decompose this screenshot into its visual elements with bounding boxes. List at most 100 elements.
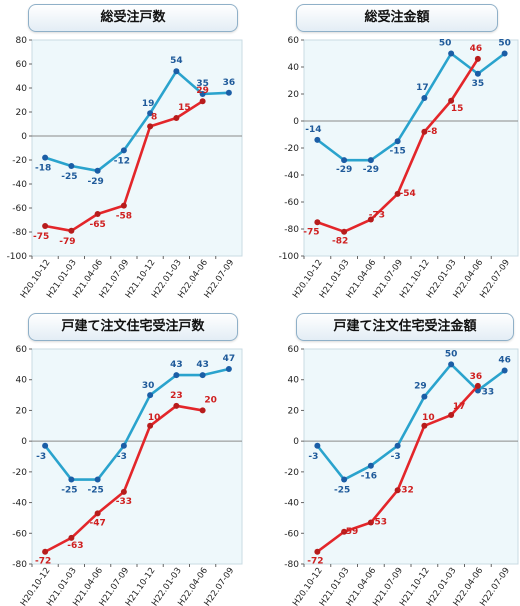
blue-data-label: 33 <box>482 387 495 397</box>
y-tick-label: -40 <box>12 180 27 190</box>
red-data-point <box>42 548 49 555</box>
red-data-point <box>199 98 206 105</box>
blue-series-line <box>316 52 506 162</box>
red-data-label: -33 <box>116 497 132 507</box>
red-data-point <box>341 228 348 235</box>
blue-data-label: 54 <box>170 56 183 66</box>
chart-1-title: 総受注戸数 <box>28 4 238 32</box>
red-data-label: -65 <box>89 220 105 230</box>
red-data-label: 23 <box>170 391 183 401</box>
y-tick-label: 60 <box>288 345 300 355</box>
blue-data-point <box>474 70 481 77</box>
y-tick-label: 0 <box>293 437 299 447</box>
blue-data-label: 43 <box>196 360 209 370</box>
red-data-point <box>147 123 154 130</box>
blue-data-point <box>394 442 401 449</box>
y-tick-label: -60 <box>284 529 299 539</box>
y-tick-label: -60 <box>12 529 27 539</box>
red-data-label: 36 <box>470 372 483 382</box>
blue-data-point <box>147 110 154 117</box>
blue-data-label: 47 <box>223 354 236 364</box>
red-data-point <box>474 382 481 389</box>
blue-data-label: -3 <box>391 452 401 462</box>
blue-data-point <box>68 163 75 169</box>
red-data-point <box>421 128 428 135</box>
red-data-point <box>199 407 206 414</box>
red-data-point <box>94 510 101 517</box>
blue-data-point <box>94 476 101 483</box>
blue-data-label: -29 <box>87 177 103 187</box>
y-tick-label: -80 <box>12 560 27 570</box>
blue-data-label: -29 <box>363 165 379 175</box>
y-tick-label: -60 <box>284 198 299 208</box>
red-data-label: -72 <box>35 557 51 567</box>
blue-data-label: 17 <box>416 83 429 93</box>
red-data-point <box>68 534 75 541</box>
red-data-point <box>314 548 321 555</box>
red-data-label: -8 <box>427 127 437 137</box>
chart-2: -100-80-60-40-200204060H20.10-12H21.01-0… <box>279 36 519 300</box>
blue-data-point <box>367 462 374 469</box>
red-data-label: -47 <box>89 518 105 528</box>
blue-data-label: 29 <box>414 382 427 392</box>
y-tick-label: 40 <box>288 63 300 73</box>
chart-4: -80-60-40-200204060H20.10-12H21.01-03H21… <box>284 345 519 606</box>
blue-data-point <box>42 154 49 161</box>
blue-series-line <box>44 367 230 481</box>
blue-data-label: -18 <box>35 164 51 174</box>
y-tick-label: 20 <box>288 406 300 416</box>
blue-data-point <box>501 367 508 374</box>
blue-series-line <box>44 69 229 173</box>
blue-data-point <box>367 157 374 164</box>
red-data-label: -73 <box>369 211 385 221</box>
blue-data-label: -3 <box>117 452 127 462</box>
blue-data-label: -25 <box>61 486 77 496</box>
chart-1: -100-80-60-40-20020406080H20.10-12H21.01… <box>7 36 243 300</box>
blue-data-point <box>314 136 321 143</box>
blue-data-label: -25 <box>87 486 103 496</box>
red-data-label: 10 <box>148 413 161 423</box>
blue-data-label: 46 <box>498 356 511 366</box>
blue-data-point <box>341 476 348 483</box>
blue-data-point <box>421 393 428 400</box>
red-data-point <box>448 97 455 104</box>
blue-data-point <box>42 442 49 449</box>
blue-data-point <box>421 95 428 102</box>
red-data-label: -63 <box>67 541 83 551</box>
red-data-point <box>42 223 49 229</box>
red-data-label: 10 <box>422 413 435 423</box>
red-data-point <box>120 488 127 495</box>
blue-data-label: 35 <box>472 79 485 89</box>
blue-data-label: -3 <box>36 452 46 462</box>
red-data-label: -72 <box>307 557 323 567</box>
red-data-point <box>173 115 180 121</box>
red-data-label: -75 <box>303 227 319 237</box>
blue-data-point <box>341 157 348 164</box>
chart-3-title: 戸建て注文住宅受注戸数 <box>28 313 238 341</box>
y-tick-label: 20 <box>16 108 28 118</box>
blue-data-label: 50 <box>498 39 511 49</box>
red-data-point <box>68 227 75 234</box>
plot-area <box>303 39 519 257</box>
red-data-label: -32 <box>397 485 413 495</box>
blue-data-point <box>94 167 101 174</box>
y-tick-label: -20 <box>284 144 299 154</box>
blue-data-point <box>448 361 455 368</box>
y-tick-label: -80 <box>284 560 299 570</box>
blue-data-label: -25 <box>61 172 77 182</box>
red-data-point <box>367 519 374 526</box>
red-data-point <box>421 422 428 429</box>
y-tick-label: 40 <box>288 376 300 386</box>
red-data-point <box>147 422 154 429</box>
y-tick-label: 40 <box>16 84 28 94</box>
blue-data-label: -25 <box>334 486 350 496</box>
blue-data-label: 30 <box>142 381 155 391</box>
blue-data-point <box>448 50 455 57</box>
y-tick-label: 40 <box>16 376 28 386</box>
blue-data-label: -12 <box>114 156 130 166</box>
y-tick-label: 20 <box>288 90 300 100</box>
y-tick-label: 80 <box>16 36 28 46</box>
red-data-point <box>394 487 401 494</box>
y-tick-label: -80 <box>284 225 299 235</box>
y-tick-label: -20 <box>12 468 27 478</box>
